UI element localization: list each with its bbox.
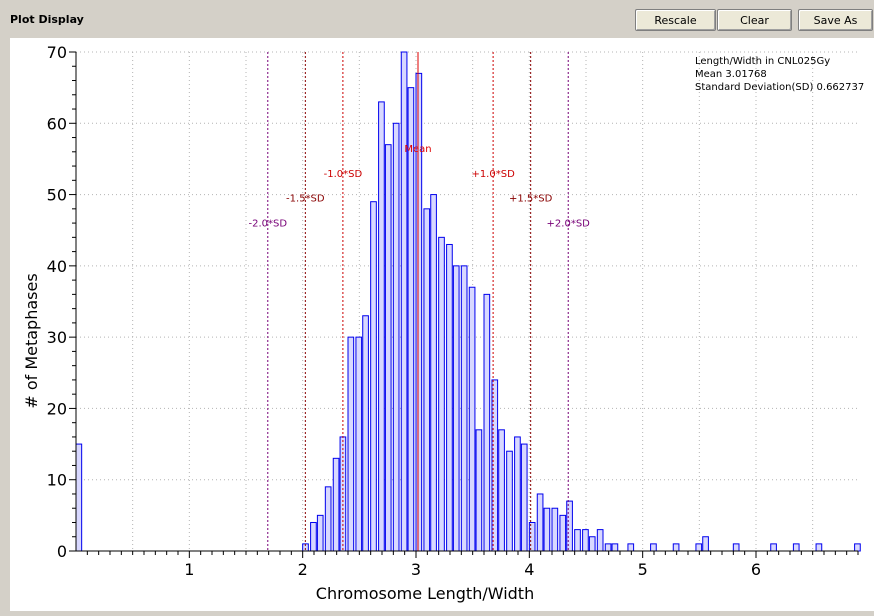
histogram-bars [75, 51, 861, 552]
axes: 0 10 20 30 40 50 60 70 1 2 3 4 5 6 [47, 43, 859, 579]
histogram-bar [75, 443, 83, 552]
histogram-bar [498, 429, 505, 552]
x-tick-label: 3 [411, 560, 421, 579]
histogram-bar [627, 543, 635, 552]
y-tick-label: 70 [47, 43, 67, 62]
histogram-bar [316, 514, 324, 552]
histogram-bar [604, 543, 612, 552]
histogram-bar [582, 529, 589, 552]
histogram-bar [460, 265, 468, 552]
reference-lines: Mean -1.0*SD +1.0*SD -1.5*SD +1.5*SD -2.0*SD +… [249, 52, 591, 551]
title-bar: Plot Display Rescale Clear Save As [0, 0, 874, 38]
reference-line-label: +2.0*SD [547, 219, 591, 230]
info-line: Mean 3.01768 [695, 69, 767, 80]
histogram-bar [792, 543, 800, 552]
x-tick-label: 1 [184, 560, 194, 579]
histogram-bar [702, 536, 709, 552]
y-tick-label: 50 [47, 186, 67, 205]
histogram-bar [310, 521, 317, 552]
histogram-bar [536, 493, 544, 552]
histogram-bar [347, 336, 355, 552]
histogram-bar [378, 101, 385, 552]
histogram-bar [370, 201, 377, 552]
histogram-bar [332, 457, 340, 552]
y-tick-label: 20 [47, 399, 67, 418]
rescale-button[interactable]: Rescale [635, 9, 716, 31]
reference-line-label: -1.5*SD [286, 194, 325, 205]
y-tick-label: 0 [57, 542, 67, 561]
window-title: Plot Display [10, 13, 84, 26]
histogram-bar [650, 543, 657, 552]
info-line: Standard Deviation(SD) 0.662737 [695, 82, 864, 93]
histogram-bar [392, 122, 400, 552]
histogram-bar [611, 543, 619, 552]
reference-line-label: -1.0*SD [324, 169, 363, 180]
y-tick-label: 10 [47, 471, 67, 490]
histogram-bar [770, 543, 777, 552]
save-as-button[interactable]: Save As [798, 9, 873, 31]
histogram-bar [355, 336, 363, 552]
x-axis-label: Chromosome Length/Width [316, 584, 534, 603]
y-axis-label: # of Metaphases [22, 273, 41, 408]
histogram-bar [543, 507, 551, 552]
x-tick-label: 4 [524, 560, 534, 579]
histogram-bar [483, 293, 491, 552]
reference-line-label: +1.0*SD [471, 169, 515, 180]
histogram-bar [423, 208, 431, 552]
histogram-bar [468, 286, 476, 552]
histogram-bar [400, 51, 408, 552]
y-tick-label: 30 [47, 328, 67, 347]
histogram-bar [566, 500, 573, 552]
histogram-bar [506, 450, 513, 552]
histogram-bar [588, 536, 596, 552]
histogram-bar [815, 543, 823, 552]
histogram-bar [430, 194, 437, 552]
histogram-bar [672, 543, 680, 552]
y-tick-label: 60 [47, 114, 67, 133]
plot-panel: Mean -1.0*SD +1.0*SD -1.5*SD +1.5*SD -2.0*SD +… [10, 38, 874, 611]
histogram-bar [596, 529, 604, 552]
histogram-bar [854, 543, 861, 552]
histogram-bar [324, 486, 332, 552]
x-tick-label: 6 [751, 560, 761, 579]
histogram-bar [551, 507, 559, 552]
y-tick-label: 40 [47, 257, 67, 276]
info-line: Length/Width in CNL025Gy [695, 56, 830, 67]
histogram-bar [438, 236, 445, 552]
reference-line-label: +1.5*SD [509, 194, 553, 205]
histogram-bar [407, 87, 415, 552]
x-tick-label: 2 [298, 560, 308, 579]
info-box: Length/Width in CNL025Gy Mean 3.01768 Stan… [695, 56, 864, 93]
histogram-bar [384, 144, 392, 552]
histogram-bar [452, 265, 460, 552]
histogram-bar [732, 543, 740, 552]
histogram-chart: Mean -1.0*SD +1.0*SD -1.5*SD +1.5*SD -2.0*SD +… [22, 43, 864, 603]
histogram-bar [362, 315, 369, 552]
histogram-bar [559, 514, 567, 552]
reference-line-label: Mean [404, 144, 431, 155]
histogram-bar [574, 529, 581, 552]
histogram-bar [475, 429, 483, 552]
histogram-bar [446, 243, 453, 552]
reference-line-label: -2.0*SD [249, 219, 288, 230]
histogram-bar [520, 443, 528, 552]
histogram-bar [695, 543, 703, 552]
clear-button[interactable]: Clear [717, 9, 792, 31]
x-tick-label: 5 [638, 560, 648, 579]
histogram-bar [514, 436, 521, 552]
